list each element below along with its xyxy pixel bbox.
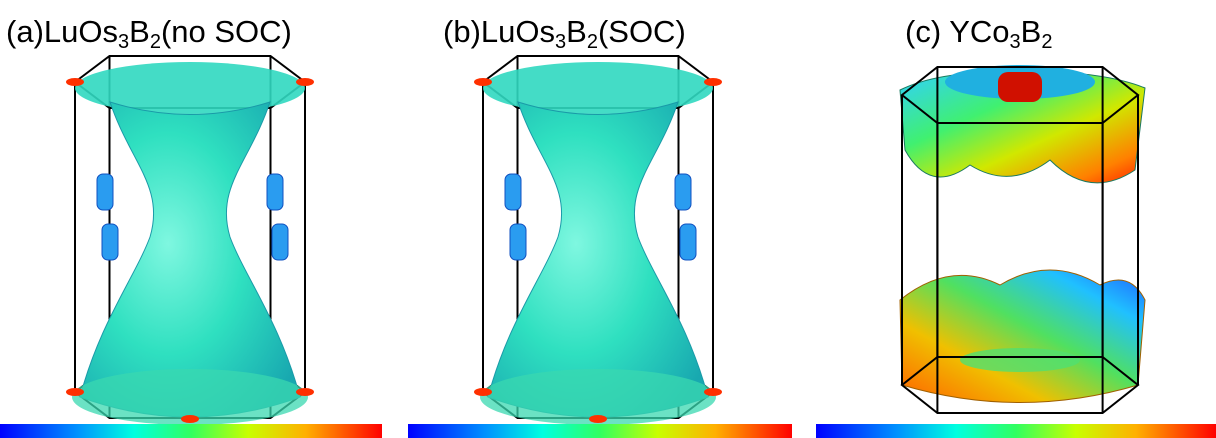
fermi-pocket — [675, 174, 691, 210]
surfaces — [0, 0, 1216, 438]
hot-spot — [181, 415, 199, 423]
panel-title: (b)LuOs3B2(SOC) — [443, 14, 686, 50]
fermi-sheet — [75, 62, 305, 114]
fermi-pocket — [97, 174, 113, 210]
fermi-sheet — [483, 62, 713, 114]
fermi-pocket — [510, 224, 526, 260]
colorbar — [0, 424, 382, 438]
hot-spot — [296, 388, 314, 396]
fermi-pocket — [102, 224, 118, 260]
hot-spot — [474, 388, 492, 396]
fermi-sheet — [998, 72, 1042, 102]
panel-title: (a)LuOs3B2(no SOC) — [6, 14, 292, 50]
figure: (a)LuOs3B2(no SOC) (b)LuOs3B2(SOC) (c) Y… — [0, 0, 1216, 438]
hot-spot — [704, 78, 722, 86]
colorbar — [408, 424, 792, 438]
hot-spot — [296, 78, 314, 86]
hot-spot — [704, 388, 722, 396]
fermi-pocket — [267, 174, 283, 210]
fermi-pocket — [680, 224, 696, 260]
hot-spot — [66, 388, 84, 396]
hot-spot — [66, 78, 84, 86]
colorbar — [816, 424, 1216, 438]
hot-spot — [474, 78, 492, 86]
hot-spot — [589, 415, 607, 423]
fermi-sheet — [960, 348, 1080, 372]
panel-title: (c) YCo3B2 — [905, 14, 1052, 50]
fermi-pocket — [272, 224, 288, 260]
fermi-pocket — [505, 174, 521, 210]
